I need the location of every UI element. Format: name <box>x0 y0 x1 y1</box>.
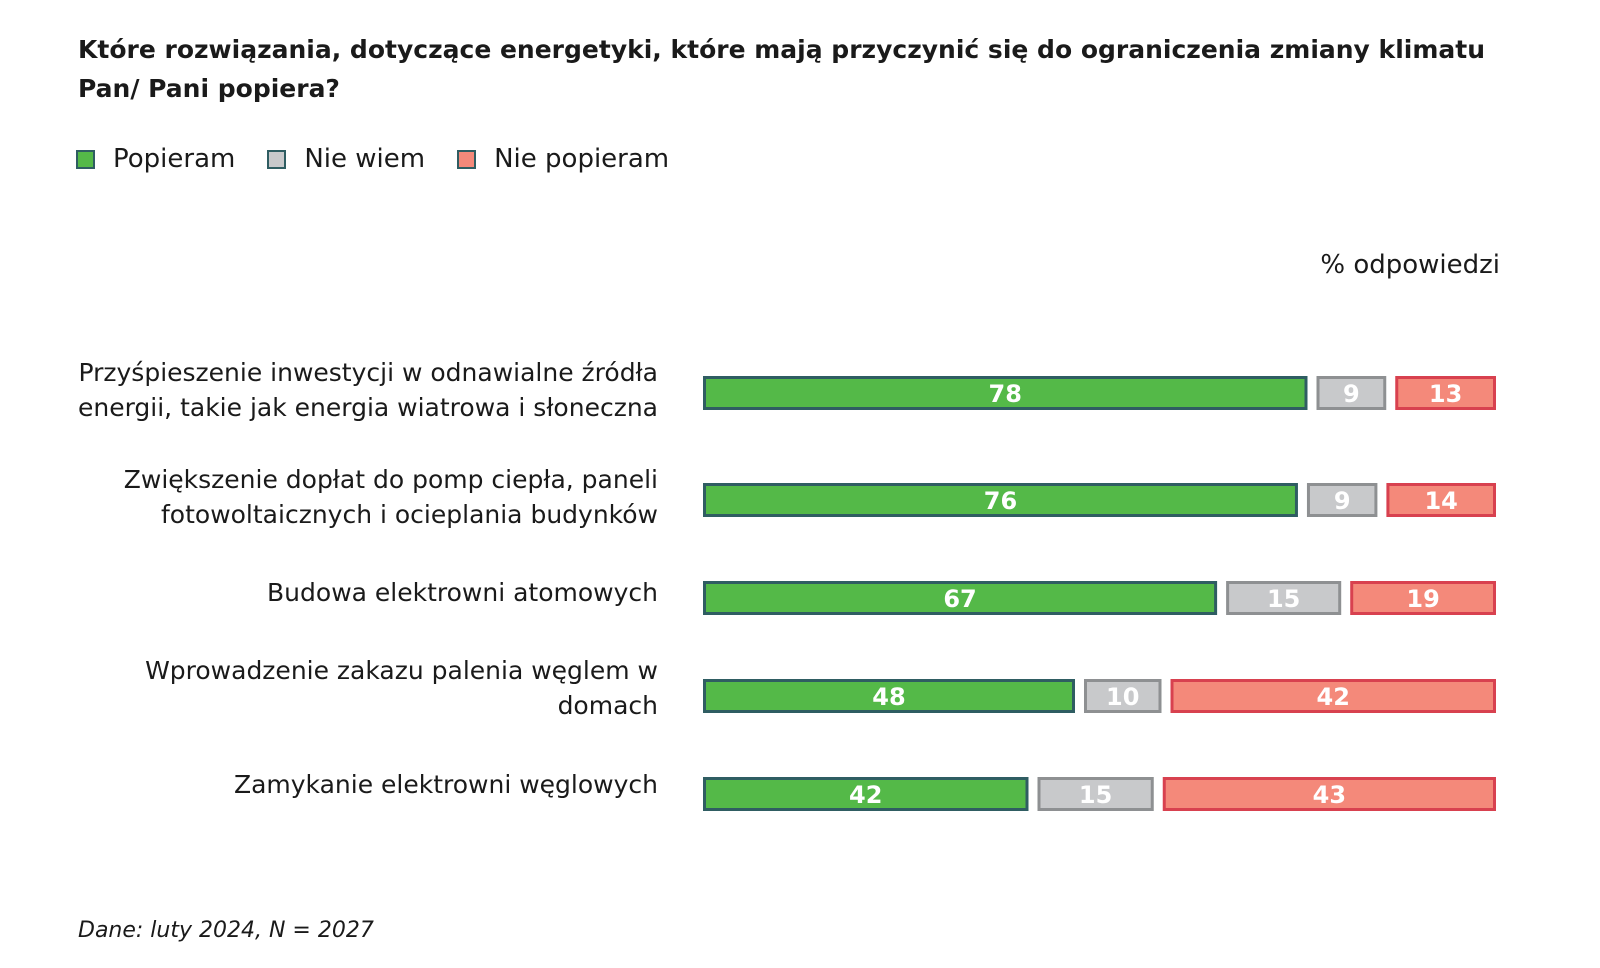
data-label-nie-wiem-row-5: 15 <box>1079 781 1112 809</box>
category-label-atom: Budowa elektrowni atomowych <box>267 578 658 607</box>
legend-item-nie-popieram: Nie popieram <box>457 144 669 174</box>
legend-label-nie-popieram: Nie popieram <box>494 144 670 174</box>
unit-label: % odpowiedzi <box>1320 250 1500 280</box>
data-label-popieram-row-1: 78 <box>989 380 1022 408</box>
bar-nie-popieram-row-1 <box>1395 376 1496 410</box>
bar-nie-wiem-row-4 <box>1084 679 1162 713</box>
legend-item-nie-wiem: Nie wiem <box>267 144 425 174</box>
chart-title: Które rozwiązania, dotyczące energetyki,… <box>78 35 1485 103</box>
bar-nie-popieram-row-4 <box>1170 679 1496 713</box>
bar-nie-popieram-row-2 <box>1386 483 1497 517</box>
bar-popieram-row-2 <box>703 483 1298 517</box>
legend: Popieram Nie wiem Nie popieram <box>76 144 701 174</box>
bar-nie-wiem-row-3 <box>1226 581 1342 615</box>
legend-item-popieram: Popieram <box>76 144 235 174</box>
data-label-popieram-row-3: 67 <box>943 585 976 613</box>
data-label-nie-wiem-row-2: 9 <box>1334 487 1351 515</box>
bar-popieram-row-4 <box>703 679 1075 713</box>
data-label-popieram-row-4: 48 <box>872 683 905 711</box>
bar-popieram-row-3 <box>703 581 1218 615</box>
legend-label-popieram: Popieram <box>113 144 236 174</box>
data-label-popieram-row-5: 42 <box>849 781 882 809</box>
data-label-nie-popieram-row-1: 13 <box>1429 380 1462 408</box>
category-label-zamykanie: Zamykanie elektrowni węglowych <box>233 770 658 799</box>
category-label-doplaty: Zwiększenie dopłat do pomp ciepła, panel… <box>123 465 658 529</box>
data-label-nie-wiem-row-4: 10 <box>1106 683 1139 711</box>
data-label-popieram-row-2: 76 <box>984 487 1017 515</box>
data-label-nie-wiem-row-1: 9 <box>1343 380 1360 408</box>
category-label-zakaz-wegla: Wprowadzenie zakazu palenia węglem w dom… <box>145 656 658 720</box>
data-label-nie-popieram-row-3: 19 <box>1406 585 1439 613</box>
bar-nie-popieram-row-3 <box>1350 581 1496 615</box>
bar-nie-wiem-row-2 <box>1306 483 1378 517</box>
data-label-nie-wiem-row-3: 15 <box>1267 585 1300 613</box>
legend-swatch-nie-popieram <box>457 149 477 169</box>
legend-swatch-popieram <box>76 149 95 169</box>
bar-nie-popieram-row-5 <box>1162 777 1496 811</box>
legend-label-nie-wiem: Nie wiem <box>304 144 426 174</box>
bar-popieram-row-1 <box>703 376 1308 410</box>
bar-popieram-row-5 <box>703 777 1029 811</box>
legend-swatch-nie-wiem <box>267 149 287 169</box>
category-label-oze: Przyśpieszenie inwestycji w odnawialne ź… <box>77 358 658 422</box>
data-label-nie-popieram-row-4: 42 <box>1317 683 1350 711</box>
data-label-nie-popieram-row-2: 14 <box>1424 487 1457 515</box>
data-label-nie-popieram-row-5: 43 <box>1313 781 1346 809</box>
bar-nie-wiem-row-5 <box>1037 777 1154 811</box>
bar-nie-wiem-row-1 <box>1316 376 1387 410</box>
source-note: Dane: luty 2024, N = 2027 <box>78 918 374 943</box>
